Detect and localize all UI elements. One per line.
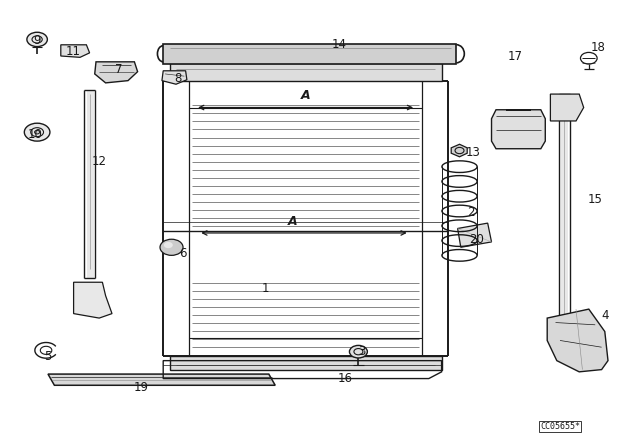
- Polygon shape: [95, 62, 138, 83]
- Text: 20: 20: [469, 233, 484, 246]
- Text: 12: 12: [92, 155, 107, 168]
- Text: A: A: [288, 215, 298, 228]
- Circle shape: [160, 239, 183, 255]
- Polygon shape: [458, 223, 492, 247]
- Text: 8: 8: [174, 72, 182, 85]
- Polygon shape: [61, 45, 90, 57]
- Text: 9: 9: [33, 34, 41, 47]
- Text: A: A: [301, 89, 310, 102]
- Text: 18: 18: [591, 40, 606, 54]
- Polygon shape: [170, 356, 442, 370]
- Circle shape: [35, 130, 40, 134]
- Polygon shape: [74, 282, 112, 318]
- Text: CC05655*: CC05655*: [540, 422, 580, 431]
- Text: 1: 1: [262, 282, 269, 296]
- Polygon shape: [163, 44, 456, 64]
- Text: 17: 17: [508, 49, 523, 63]
- Text: 4: 4: [601, 309, 609, 323]
- Text: 15: 15: [588, 193, 603, 206]
- Polygon shape: [550, 94, 584, 121]
- Text: 16: 16: [338, 372, 353, 385]
- Circle shape: [349, 345, 367, 358]
- Text: 14: 14: [332, 38, 347, 52]
- Polygon shape: [451, 144, 467, 157]
- Text: 11: 11: [66, 45, 81, 58]
- Circle shape: [27, 32, 47, 47]
- Text: 10: 10: [28, 128, 43, 141]
- Circle shape: [24, 123, 50, 141]
- Text: 13: 13: [466, 146, 481, 159]
- Polygon shape: [170, 63, 442, 81]
- Text: 3: 3: [358, 345, 365, 358]
- Text: 5: 5: [44, 349, 52, 363]
- Circle shape: [164, 242, 173, 248]
- Text: 19: 19: [133, 381, 148, 394]
- Text: 7: 7: [115, 63, 122, 76]
- Polygon shape: [547, 309, 608, 372]
- Polygon shape: [492, 110, 545, 149]
- Polygon shape: [48, 374, 275, 385]
- Text: 2: 2: [467, 206, 474, 220]
- Polygon shape: [162, 71, 187, 84]
- Text: 6: 6: [179, 246, 186, 260]
